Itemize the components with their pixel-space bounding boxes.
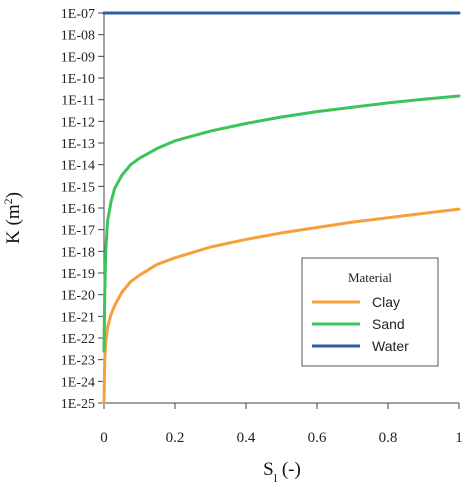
x-tick-label: 0 — [100, 430, 108, 446]
y-tick-label: 1E-07 — [61, 7, 95, 22]
x-axis-label: Sl (-) — [263, 459, 301, 484]
y-axis: 1E-07 1E-08 1E-09 1E-10 1E-11 1E-12 1E-13 1E-14… — [61, 7, 105, 412]
legend-title: Material — [348, 270, 392, 285]
legend: Material Clay Sand Water — [301, 257, 439, 367]
y-tick-label: 1E-15 — [61, 180, 95, 195]
x-tick-label: 1 — [455, 430, 463, 446]
x-axis: 0 0.2 0.4 0.6 0.8 1 — [100, 402, 463, 446]
legend-label-sand: Sand — [372, 316, 405, 332]
y-tick-label: 1E-23 — [61, 354, 95, 369]
x-tick-label: 0.4 — [237, 430, 256, 446]
y-tick-label: 1E-09 — [61, 50, 95, 65]
y-tick-label: 1E-21 — [61, 310, 95, 325]
x-tick-label: 0.8 — [379, 430, 398, 446]
x-tick-label: 0.6 — [308, 430, 327, 446]
y-tick-label: 1E-25 — [61, 397, 95, 412]
legend-label-clay: Clay — [372, 294, 400, 310]
y-tick-label: 1E-13 — [61, 137, 95, 152]
y-tick-label: 1E-14 — [61, 159, 95, 174]
x-axis-label-suffix: (-) — [277, 459, 301, 480]
y-tick-label: 1E-12 — [61, 115, 95, 130]
y-tick-label: 1E-17 — [61, 224, 95, 239]
x-tick-label: 0.2 — [166, 430, 185, 446]
y-tick-label: 1E-16 — [61, 202, 95, 217]
x-axis-label-subscript: l — [274, 471, 278, 484]
y-tick-label: 1E-24 — [61, 375, 95, 390]
y-tick-label: 1E-22 — [61, 332, 95, 347]
y-tick-label: 1E-10 — [61, 72, 95, 87]
y-tick-label: 1E-11 — [61, 94, 95, 109]
y-axis-label: K (m2) — [1, 192, 24, 244]
y-axis-label-main: K (m — [3, 204, 24, 244]
legend-box — [301, 257, 439, 367]
y-tick-label: 1E-18 — [61, 245, 95, 260]
series-layer — [102, 11, 461, 405]
series-line-sand — [102, 94, 461, 353]
x-axis-label-main: S — [263, 459, 274, 480]
y-tick-label: 1E-20 — [61, 289, 95, 304]
legend-label-water: Water — [372, 338, 409, 354]
legend-entries: Clay Sand Water — [312, 294, 409, 354]
series-line-clay — [102, 207, 461, 405]
y-tick-label: 1E-19 — [61, 267, 95, 282]
y-axis-label-suffix: ) — [3, 192, 24, 198]
y-tick-label: 1E-08 — [61, 29, 95, 44]
y-axis-label-superscript: 2 — [1, 198, 15, 204]
